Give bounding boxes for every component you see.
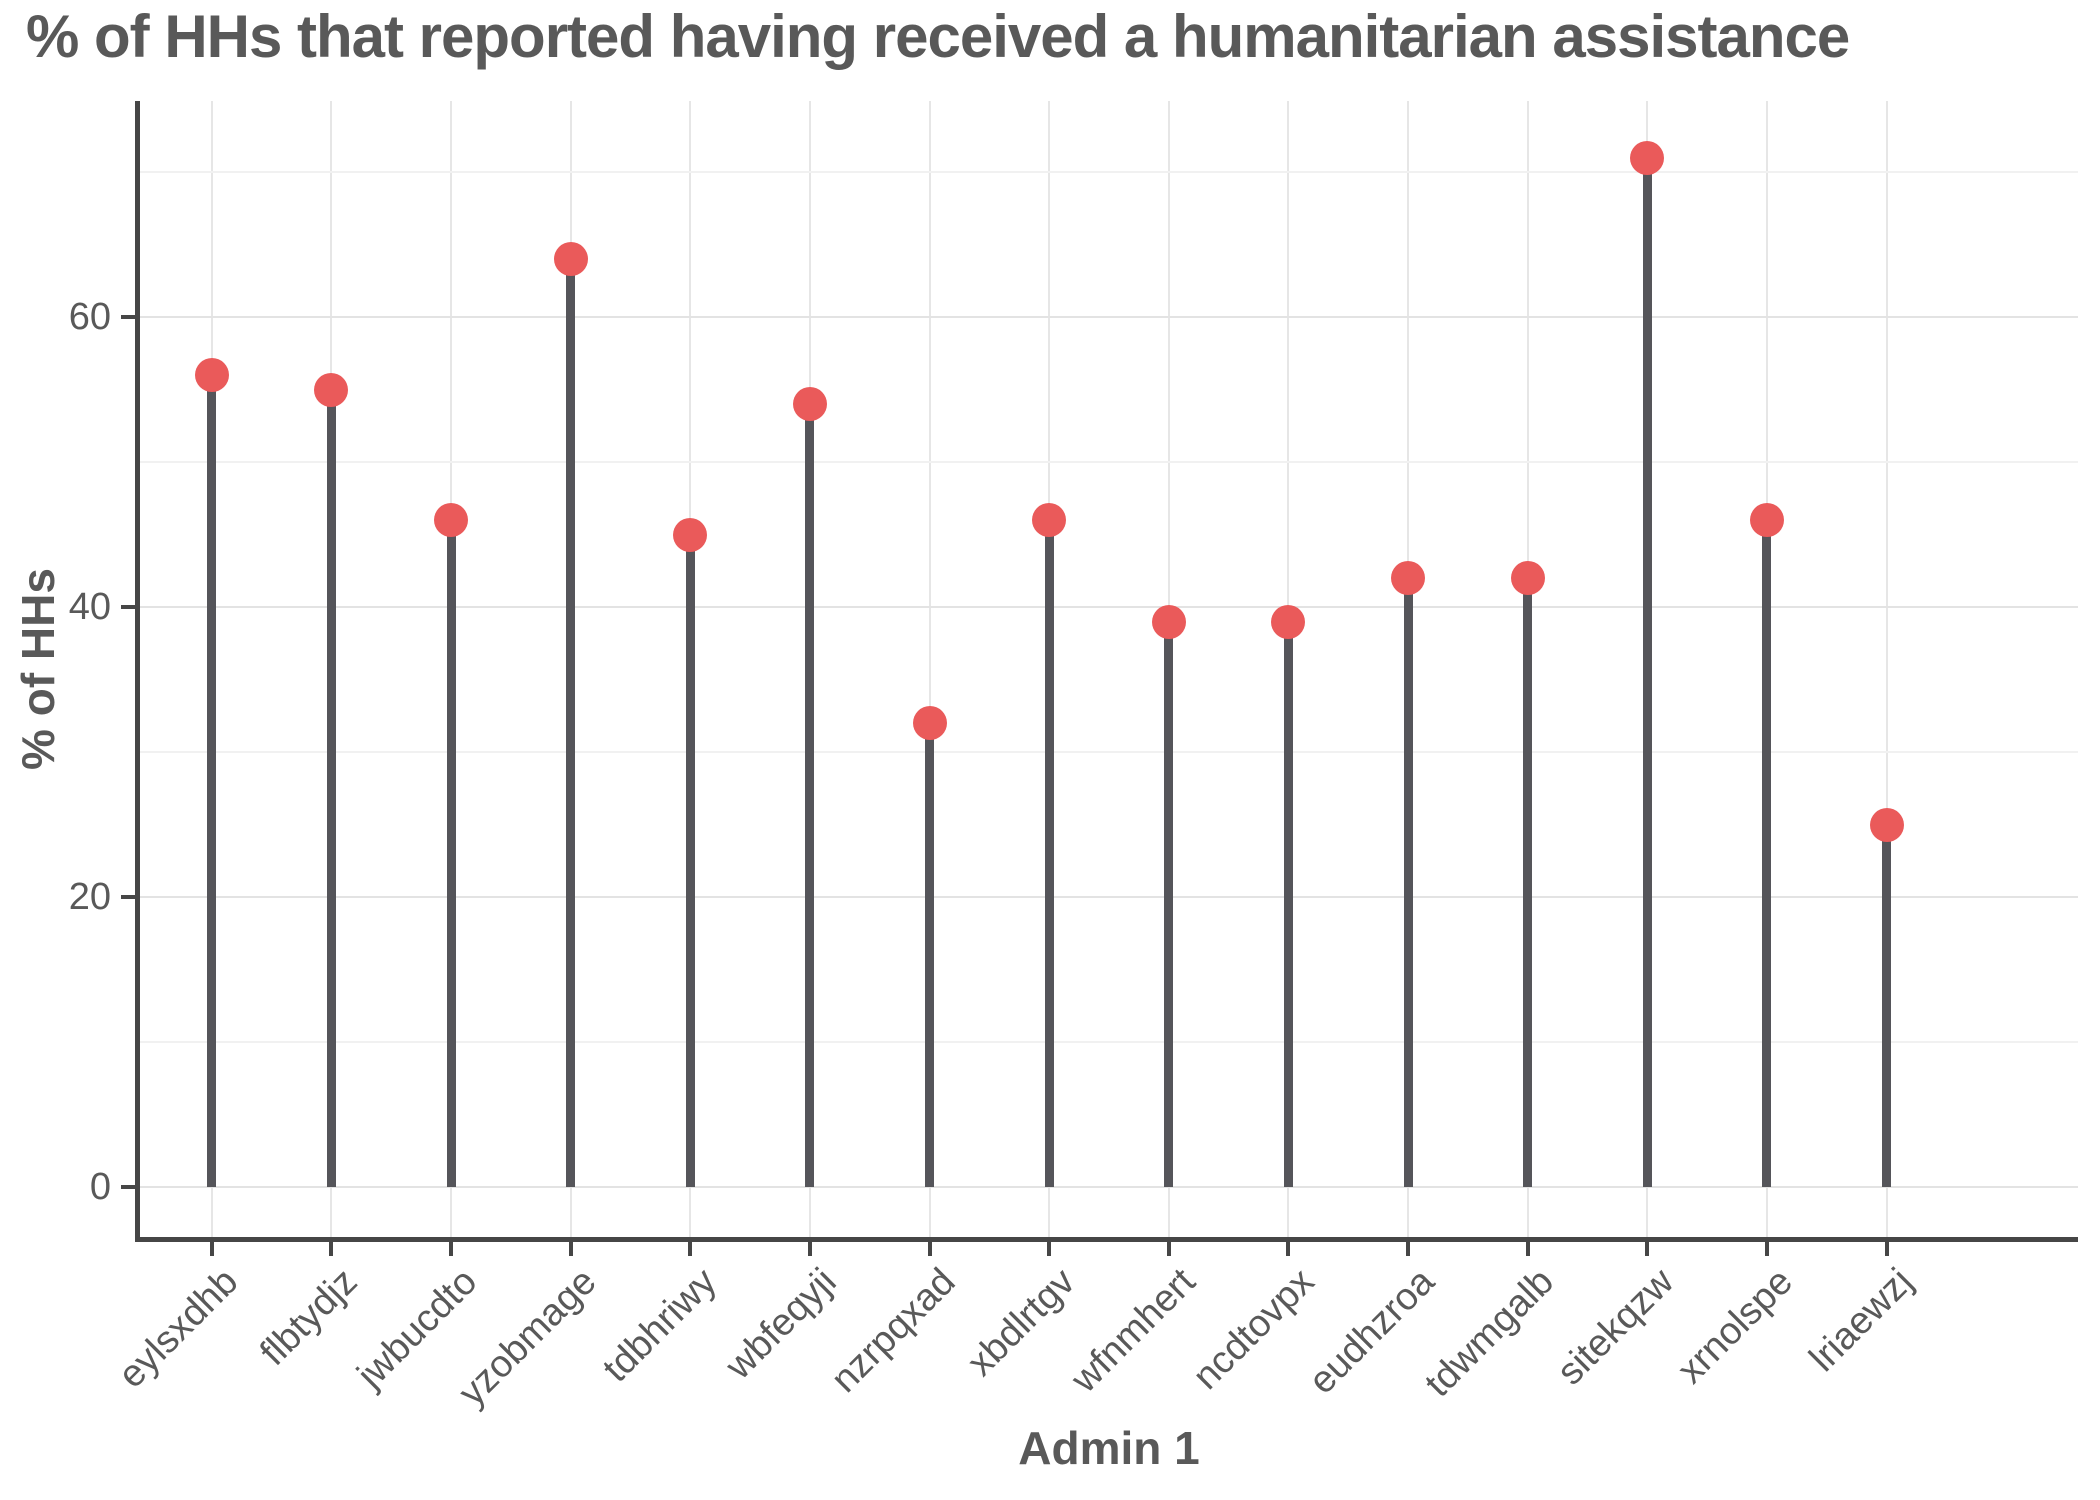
y-tick-label: 20	[68, 875, 111, 918]
lollipop-dot	[1510, 561, 1545, 596]
x-tick-mark	[209, 1242, 214, 1256]
x-tick-label: wbfeqyji	[717, 1260, 845, 1388]
x-tick-label: wfnmhert	[1062, 1260, 1204, 1401]
lollipop-dot	[1749, 503, 1784, 538]
x-tick-mark	[1166, 1242, 1171, 1256]
lollipop-stem	[1642, 157, 1652, 1187]
x-tick-mark	[1406, 1242, 1411, 1256]
lollipop-dot	[1869, 807, 1904, 842]
x-tick-label: sitekqzw	[1548, 1260, 1682, 1394]
x-tick-label: eudhzroa	[1300, 1260, 1443, 1403]
lollipop-dot	[673, 517, 708, 552]
gridline-horizontal-major	[140, 316, 2078, 319]
x-tick-label: tdwmgalb	[1417, 1260, 1562, 1406]
lollipop-dot	[1032, 503, 1067, 538]
gridline-horizontal-major	[140, 1185, 2078, 1188]
x-tick-mark	[568, 1242, 573, 1256]
x-tick-mark	[927, 1242, 932, 1256]
y-tick-mark	[121, 605, 135, 610]
x-tick-label: ncdtovpx	[1185, 1260, 1323, 1398]
gridline-horizontal-minor	[140, 1040, 2078, 1043]
x-tick-label: tdbhriwy	[594, 1260, 725, 1391]
lollipop-dot	[792, 387, 827, 422]
y-axis-title: % of HHs	[12, 568, 64, 770]
x-tick-label: flbtydjz	[252, 1260, 366, 1374]
x-tick-mark	[1047, 1242, 1052, 1256]
y-tick-label: 0	[89, 1165, 111, 1208]
x-tick-label: nzrpqxad	[823, 1260, 964, 1401]
gridline-horizontal-major	[140, 895, 2078, 898]
x-tick-mark	[1286, 1242, 1291, 1256]
x-axis-line	[135, 1237, 2078, 1242]
x-tick-mark	[449, 1242, 454, 1256]
lollipop-dot	[434, 503, 469, 538]
lollipop-stem	[1403, 578, 1413, 1187]
chart-title: % of HHs that reported having received a…	[26, 3, 1850, 70]
plot-panel	[140, 101, 2078, 1237]
x-tick-label: xbdlrtgv	[959, 1260, 1084, 1385]
lollipop-stem	[446, 520, 456, 1187]
lollipop-stem	[805, 404, 815, 1187]
gridline-horizontal-minor	[140, 461, 2078, 464]
x-tick-label: eylsxdhb	[110, 1260, 247, 1397]
lollipop-dot	[194, 358, 229, 393]
lollipop-stem	[566, 259, 576, 1187]
lollipop-dot	[553, 242, 588, 277]
lollipop-stem	[1762, 520, 1772, 1187]
x-tick-mark	[1884, 1242, 1889, 1256]
lollipop-stem	[326, 389, 336, 1187]
x-tick-mark	[1645, 1242, 1650, 1256]
lollipop-stem	[1164, 621, 1174, 1187]
lollipop-stem	[925, 723, 935, 1187]
y-tick-mark	[121, 315, 135, 320]
gridline-horizontal-minor	[140, 171, 2078, 174]
lollipop-dot	[314, 372, 349, 407]
lollipop-stem	[207, 375, 217, 1187]
lollipop-stem	[1882, 824, 1892, 1187]
y-tick-label: 40	[68, 586, 111, 629]
gridline-vertical	[1885, 101, 1888, 1237]
y-tick-mark	[121, 1184, 135, 1189]
x-tick-mark	[329, 1242, 334, 1256]
lollipop-dot	[1391, 561, 1426, 596]
x-tick-mark	[688, 1242, 693, 1256]
x-tick-mark	[807, 1242, 812, 1256]
y-tick-mark	[121, 894, 135, 899]
x-axis-title: Admin 1	[1018, 1422, 1200, 1474]
y-axis-line	[135, 101, 140, 1242]
gridline-horizontal-minor	[140, 751, 2078, 753]
lollipop-dot	[912, 706, 947, 740]
x-tick-mark	[1764, 1242, 1769, 1256]
x-tick-label: xrnolspe	[1669, 1260, 1802, 1392]
lollipop-stem	[1283, 621, 1293, 1187]
gridline-horizontal-major	[140, 606, 2078, 609]
lollipop-stem	[1523, 578, 1533, 1187]
lollipop-dot	[1151, 604, 1186, 639]
x-tick-mark	[1525, 1242, 1530, 1256]
lollipop-dot	[1630, 140, 1665, 175]
lollipop-stem	[1044, 520, 1054, 1187]
y-tick-label: 60	[68, 296, 111, 339]
lollipop-dot	[1271, 604, 1306, 639]
lollipop-stem	[685, 534, 695, 1187]
gridline-vertical	[928, 101, 931, 1237]
x-tick-label: lriaewzj	[1801, 1260, 1921, 1380]
